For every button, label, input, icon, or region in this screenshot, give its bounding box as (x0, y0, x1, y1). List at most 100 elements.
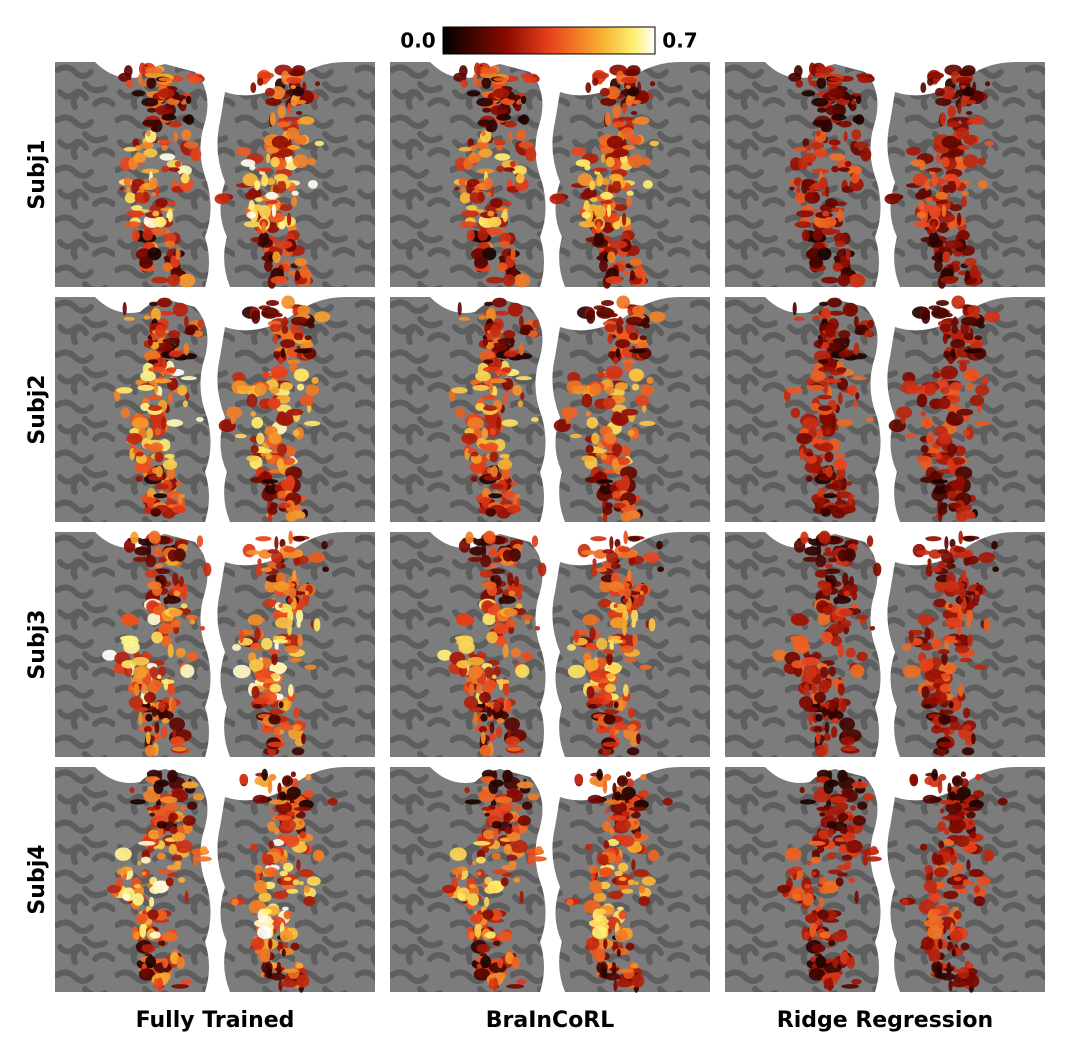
activation (171, 746, 187, 752)
activation (194, 856, 212, 862)
activation (951, 457, 966, 465)
activation (146, 427, 154, 440)
activation (274, 815, 292, 821)
activation (873, 562, 882, 577)
activation (138, 711, 143, 726)
activation (482, 394, 497, 400)
activation (581, 393, 593, 408)
activation (296, 619, 301, 628)
activation (470, 453, 482, 464)
activation (639, 420, 656, 427)
activation (294, 348, 312, 354)
activation (175, 647, 186, 658)
activation (271, 135, 289, 149)
activation (929, 205, 941, 219)
activation (901, 898, 909, 906)
activation (902, 644, 911, 651)
activation (946, 121, 961, 128)
activation (820, 508, 832, 517)
activation (600, 688, 606, 699)
activation (633, 869, 649, 878)
activation (960, 85, 966, 89)
activation (254, 627, 261, 641)
activation (270, 156, 280, 168)
activation (245, 191, 255, 200)
activation (124, 192, 136, 204)
activation (608, 351, 615, 359)
activation (236, 146, 251, 156)
activation (640, 384, 655, 396)
activation (170, 699, 177, 713)
activation (837, 769, 848, 783)
activation (822, 606, 833, 616)
activation (612, 490, 621, 499)
activation (613, 979, 618, 992)
activation (840, 736, 855, 746)
activation (627, 86, 640, 97)
activation (941, 652, 948, 666)
activation (184, 114, 195, 125)
activation (303, 896, 316, 907)
activation (502, 643, 509, 658)
activation (906, 146, 921, 156)
activation (298, 820, 303, 825)
activation (280, 339, 296, 349)
activation (822, 551, 836, 557)
activation (280, 979, 298, 988)
activation (180, 353, 197, 360)
activation (490, 324, 501, 338)
activation (614, 870, 623, 877)
activation (272, 639, 289, 644)
activation (185, 392, 190, 400)
activation (963, 536, 976, 542)
activation (628, 555, 636, 566)
activation (925, 873, 930, 882)
activation (948, 701, 954, 709)
activation (151, 192, 157, 197)
activation (507, 94, 522, 100)
activation (279, 791, 287, 801)
activation (257, 77, 264, 86)
activation (254, 180, 261, 191)
activation (569, 433, 582, 439)
activation (969, 116, 985, 125)
activation (292, 724, 302, 731)
activation (566, 898, 574, 906)
activation (629, 348, 647, 354)
activation (604, 683, 617, 693)
activation (274, 536, 279, 550)
activation (177, 165, 192, 176)
colorbar (442, 26, 656, 55)
activation (496, 931, 513, 942)
activation (851, 591, 858, 601)
activation (275, 635, 287, 641)
activation (950, 881, 965, 886)
activation (284, 645, 300, 654)
activation (833, 678, 839, 691)
activation (466, 656, 485, 666)
activation (165, 877, 174, 887)
activation (951, 324, 959, 334)
activation (499, 240, 511, 248)
activation (985, 81, 991, 87)
activation (832, 957, 839, 969)
activation (980, 620, 985, 628)
activation (838, 120, 852, 128)
activation (503, 608, 518, 617)
activation (264, 854, 274, 866)
activation (595, 948, 606, 963)
activation (157, 310, 175, 316)
activation (489, 721, 495, 734)
activation (286, 888, 299, 894)
activation (953, 910, 962, 920)
activation (826, 852, 836, 860)
activation (277, 105, 286, 119)
activation (614, 791, 622, 801)
activation (629, 257, 642, 267)
activation (820, 307, 831, 322)
activation (832, 265, 844, 270)
activation (624, 657, 638, 663)
activation (502, 208, 508, 223)
activation (948, 724, 966, 731)
activation (957, 145, 970, 150)
